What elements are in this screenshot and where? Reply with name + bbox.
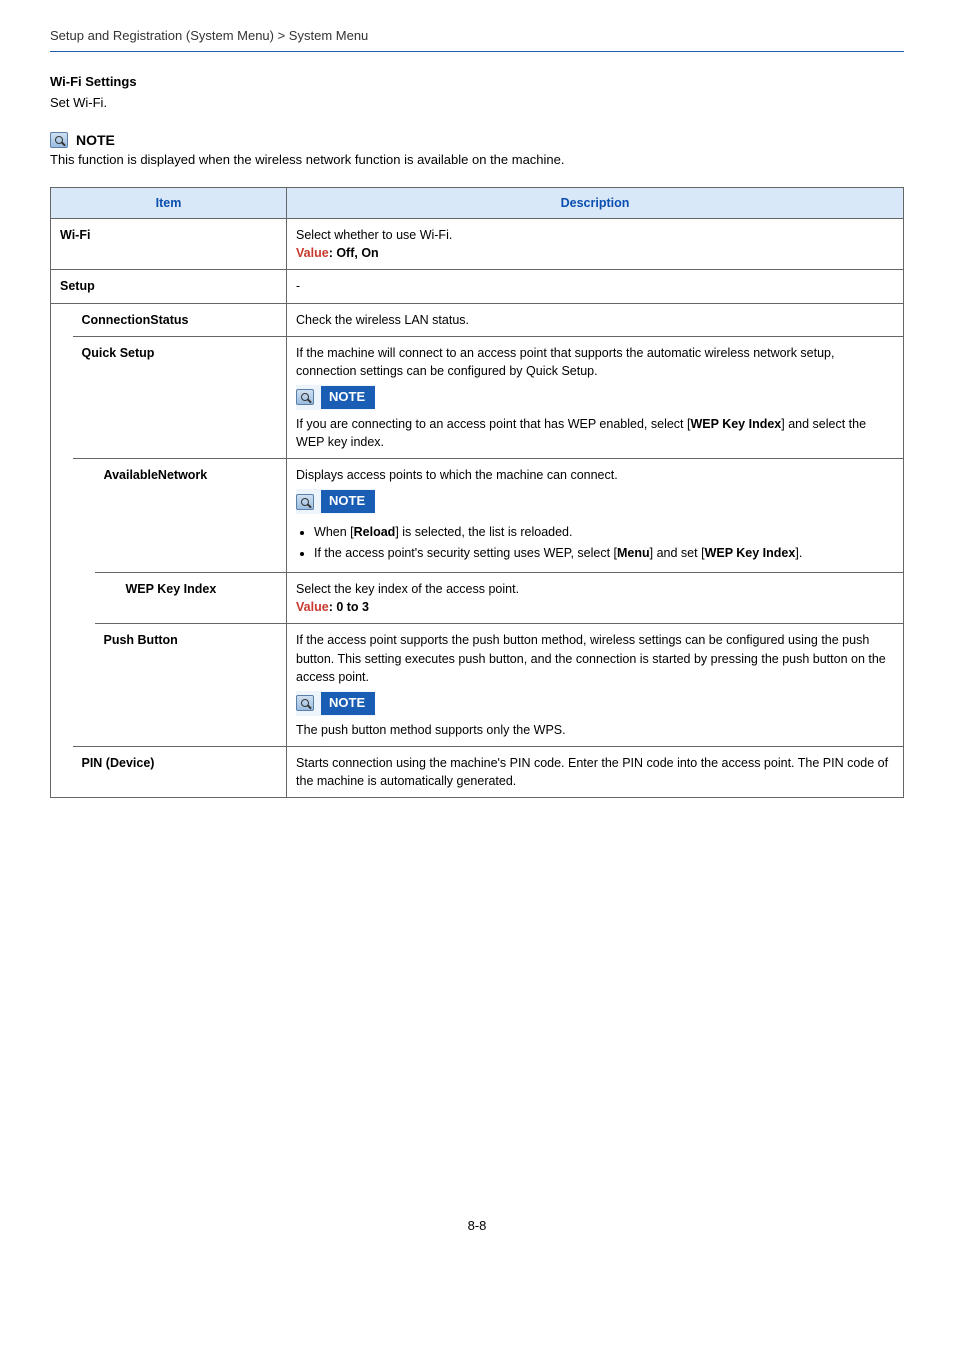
desc-connectionstatus: Check the wireless LAN status.: [287, 303, 904, 336]
table-row: AvailableNetwork Displays access points …: [51, 458, 904, 572]
item-pindevice: PIN (Device): [73, 746, 287, 797]
desc-text: Displays access points to which the mach…: [296, 466, 894, 484]
table-row: Setup -: [51, 270, 904, 303]
indent-cell: [95, 573, 117, 624]
indent-cell: [51, 303, 73, 798]
desc-setup: -: [287, 270, 904, 303]
value-label: Value: [296, 246, 329, 260]
note-label: NOTE: [321, 692, 375, 715]
note-icon: [296, 494, 314, 510]
note-label: NOTE: [76, 132, 115, 148]
table-row: Push Button If the access point supports…: [51, 624, 904, 746]
section-title: Wi-Fi Settings: [50, 74, 904, 89]
inner-note: NOTE: [296, 691, 375, 716]
table-row: PIN (Device) Starts connection using the…: [51, 746, 904, 797]
item-wifi: Wi-Fi: [51, 219, 287, 270]
item-wepkeyindex: WEP Key Index: [117, 573, 287, 624]
list-item: When [Reload] is selected, the list is r…: [314, 523, 894, 541]
table-row: WEP Key Index Select the key index of th…: [51, 573, 904, 624]
note-header: NOTE: [50, 132, 904, 148]
desc-availablenetwork: Displays access points to which the mach…: [287, 458, 904, 572]
inner-note: NOTE: [296, 385, 375, 410]
desc-quicksetup: If the machine will connect to an access…: [287, 336, 904, 458]
page-number: 8-8: [50, 1218, 904, 1233]
note-icon: [296, 389, 314, 405]
desc-text: Select whether to use Wi-Fi.: [296, 226, 894, 244]
desc-wepkeyindex: Select the key index of the access point…: [287, 573, 904, 624]
item-pushbutton: Push Button: [95, 624, 287, 746]
note-body: If you are connecting to an access point…: [296, 415, 894, 451]
table-row: Wi-Fi Select whether to use Wi-Fi. Value…: [51, 219, 904, 270]
value-line: Value: Off, On: [296, 244, 894, 262]
value-label: Value: [296, 600, 329, 614]
bold-text: WEP Key Index: [690, 417, 781, 431]
item-availablenetwork: AvailableNetwork: [95, 458, 287, 572]
section-subtitle: Set Wi-Fi.: [50, 95, 904, 110]
header-rule: [50, 51, 904, 52]
text-fragment: ] is selected, the list is reloaded.: [395, 525, 572, 539]
item-quicksetup: Quick Setup: [73, 336, 287, 458]
desc-pushbutton: If the access point supports the push bu…: [287, 624, 904, 746]
value-text: : 0 to 3: [329, 600, 369, 614]
text-fragment: If you are connecting to an access point…: [296, 417, 690, 431]
value-text: : Off, On: [329, 246, 379, 260]
header-description: Description: [287, 188, 904, 219]
bold-text: Menu: [617, 546, 650, 560]
text-fragment: ] and set [: [650, 546, 705, 560]
desc-pindevice: Starts connection using the machine's PI…: [287, 746, 904, 797]
desc-text: Select the key index of the access point…: [296, 580, 894, 598]
desc-text: If the access point supports the push bu…: [296, 631, 894, 685]
bold-text: WEP Key Index: [705, 546, 796, 560]
note-icon: [296, 695, 314, 711]
item-connectionstatus: ConnectionStatus: [73, 303, 287, 336]
item-setup: Setup: [51, 270, 287, 303]
text-fragment: When [: [314, 525, 354, 539]
inner-note: NOTE: [296, 489, 375, 514]
header-item: Item: [51, 188, 287, 219]
note-body: The push button method supports only the…: [296, 721, 894, 739]
value-line: Value: 0 to 3: [296, 598, 894, 616]
list-item: If the access point's security setting u…: [314, 544, 894, 562]
table-row: Quick Setup If the machine will connect …: [51, 336, 904, 458]
note-text: This function is displayed when the wire…: [50, 152, 904, 167]
desc-wifi: Select whether to use Wi-Fi. Value: Off,…: [287, 219, 904, 270]
table-row: ConnectionStatus Check the wireless LAN …: [51, 303, 904, 336]
bold-text: Reload: [354, 525, 396, 539]
bullet-list: When [Reload] is selected, the list is r…: [296, 523, 894, 562]
note-icon: [50, 132, 68, 148]
settings-table: Item Description Wi-Fi Select whether to…: [50, 187, 904, 798]
breadcrumb: Setup and Registration (System Menu) > S…: [50, 28, 904, 51]
indent-cell: [73, 458, 95, 746]
desc-text: If the machine will connect to an access…: [296, 344, 894, 380]
note-label: NOTE: [321, 490, 375, 513]
text-fragment: ].: [795, 546, 802, 560]
note-label: NOTE: [321, 386, 375, 409]
text-fragment: If the access point's security setting u…: [314, 546, 617, 560]
